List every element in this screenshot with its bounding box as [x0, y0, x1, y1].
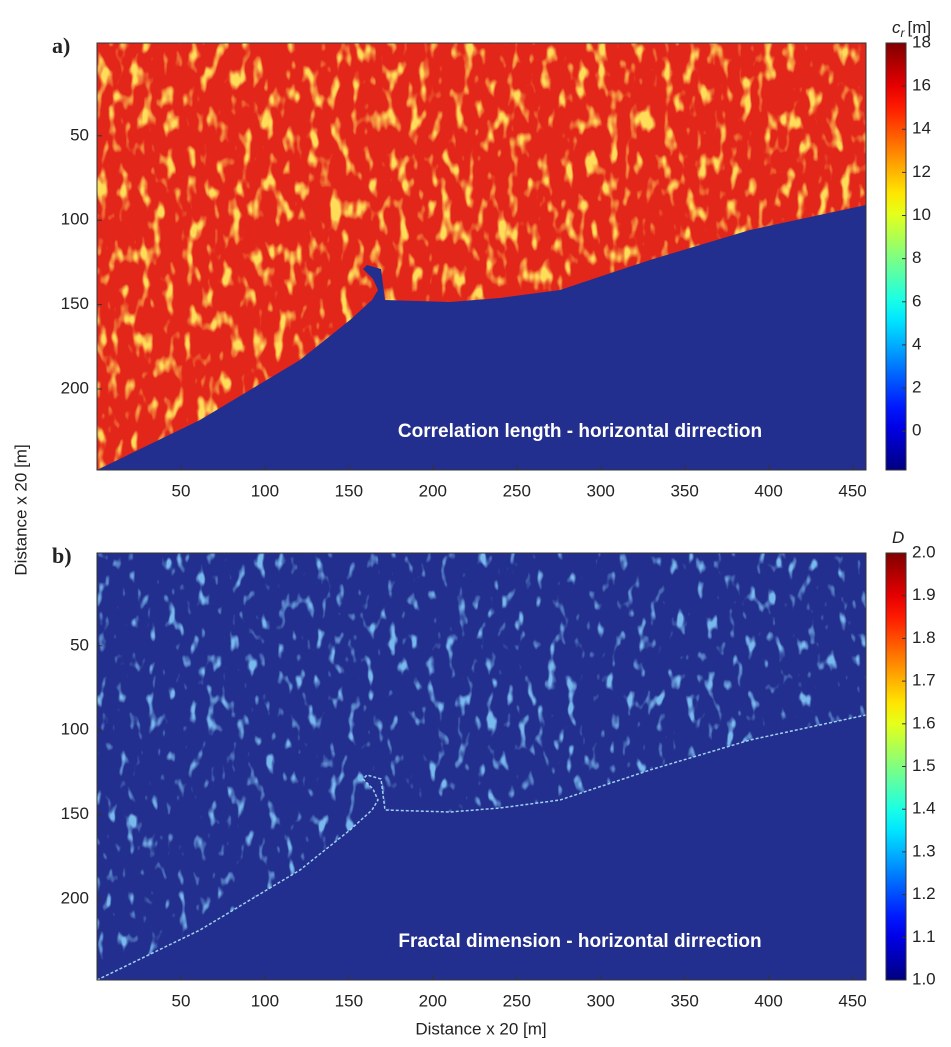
y-tick-label: 200	[61, 378, 89, 397]
colorbar-subscript: r	[901, 26, 906, 40]
colorbar-tick-label: 1.1	[912, 927, 936, 946]
x-tick-label: 100	[251, 481, 279, 500]
x-tick-label: 200	[419, 991, 447, 1010]
colorbar	[885, 42, 907, 471]
x-tick-label: 150	[335, 481, 363, 500]
x-tick-label: 250	[503, 481, 531, 500]
x-tick-label: 400	[754, 991, 782, 1010]
colorbar-tick-label: 1.0	[912, 969, 936, 988]
x-tick-label: 350	[670, 991, 698, 1010]
colorbar-tick-label: 1.7	[912, 671, 936, 690]
y-tick-label: 150	[61, 294, 89, 313]
x-tick-label: 250	[503, 991, 531, 1010]
annotation: Correlation length - horizontal dirrecti…	[398, 421, 762, 442]
colorbar-tick-label: 14	[912, 119, 931, 138]
y-tick-label: 50	[70, 635, 89, 654]
colorbar-tick-label: 1.6	[912, 713, 936, 732]
colorbar-symbol: c	[892, 18, 901, 37]
colorbar-tick-label: 1.4	[912, 799, 936, 818]
colorbar-tick-label: 2.0	[912, 542, 936, 561]
colorbar-tick-label: 12	[912, 162, 931, 181]
x-tick-label: 100	[251, 991, 279, 1010]
colorbar-tick-label: 1.8	[912, 628, 936, 647]
x-tick-label: 200	[419, 481, 447, 500]
x-tick-label: 350	[670, 481, 698, 500]
colorbar-tick-label: 16	[912, 76, 931, 95]
x-tick-label: 300	[587, 991, 615, 1010]
colorbar-tick-label: 2	[912, 378, 921, 397]
colorbar-tick-label: 0	[912, 421, 921, 440]
x-tick-label: 300	[587, 481, 615, 500]
annotation: Fractal dimension - horizontal dirrectio…	[398, 931, 761, 952]
x-tick-label: 50	[171, 991, 190, 1010]
plot-frame	[96, 42, 867, 471]
x-tick-label: 150	[335, 991, 363, 1010]
colorbar-label: cr [m]	[892, 18, 931, 40]
colorbar-label: D	[892, 528, 904, 547]
colorbar-tick-label: 4	[912, 334, 921, 353]
colorbar-tick-label: 8	[912, 248, 921, 267]
x-tick-label: 400	[754, 481, 782, 500]
colorbar-unit: [m]	[908, 18, 932, 37]
x-tick-label: 50	[171, 481, 190, 500]
y-tick-label: 50	[70, 125, 89, 144]
colorbar-tick-label: 1.3	[912, 841, 936, 860]
colorbar-tick-label: 1.9	[912, 585, 936, 604]
x-axis-label: Distance x 20 [m]	[415, 1019, 546, 1038]
colorbar-tick-label: 18	[912, 32, 931, 51]
panel-label: a)	[52, 33, 70, 58]
heatmap	[96, 553, 867, 981]
colorbar-tick-label: 1.2	[912, 884, 936, 903]
coastline	[96, 714, 867, 981]
x-tick-label: 450	[838, 481, 866, 500]
plot-frame	[96, 552, 867, 981]
panel-label: b)	[52, 543, 72, 568]
colorbar-symbol: D	[892, 528, 904, 547]
y-tick-label: 150	[61, 804, 89, 823]
x-tick-label: 450	[838, 991, 866, 1010]
y-axis-label: Distance x 20 [m]	[11, 444, 30, 575]
colorbar-tick-label: 10	[912, 205, 931, 224]
heatmap	[97, 43, 866, 470]
sea-region	[97, 205, 866, 470]
sea-region	[97, 715, 866, 980]
colorbar-tick-label: 6	[912, 291, 921, 310]
y-tick-label: 100	[61, 210, 89, 229]
colorbar-tick-label: 1.5	[912, 756, 936, 775]
y-tick-label: 200	[61, 888, 89, 907]
y-tick-label: 100	[61, 720, 89, 739]
